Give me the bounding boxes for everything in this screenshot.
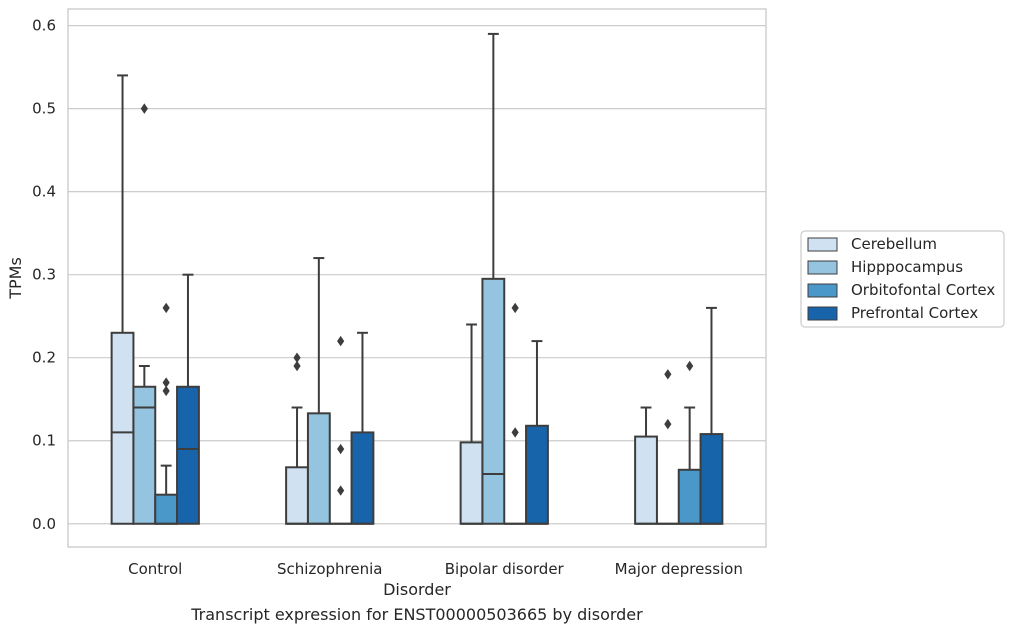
box <box>110 331 135 525</box>
x-axis-label: Disorder <box>383 580 451 599</box>
box-group <box>350 331 375 525</box>
box <box>525 424 549 525</box>
series-prefrontal-cortex <box>176 273 724 525</box>
box-group <box>176 273 200 525</box>
box-group <box>699 306 724 525</box>
outlier-point <box>337 485 345 496</box>
outlier-point <box>337 443 345 455</box>
outlier-point <box>511 302 519 314</box>
legend-swatch <box>807 306 838 321</box>
legend-frame <box>800 230 1005 328</box>
legend: Cerebellum Hipppocampus Orbitofontal Corte… <box>800 230 1005 328</box>
box-group <box>459 323 484 525</box>
box <box>699 433 724 525</box>
outlier-point <box>162 302 170 314</box>
outlier-point <box>293 352 301 363</box>
box-group <box>329 335 352 525</box>
legend-swatch <box>807 237 838 252</box>
y-tick-labels: 0.0 0.1 0.2 0.3 0.4 0.5 0.6 <box>32 17 56 533</box>
legend-label: Hipppocampus <box>851 258 963 276</box>
box <box>634 435 658 525</box>
outlier-point <box>337 335 345 347</box>
series-orbitofontal-cortex <box>154 302 702 525</box>
box-plot-chart: 0.0 0.1 0.2 0.3 0.4 0.5 0.6 Control Schizophreni… <box>6 8 1005 599</box>
outlier-point <box>511 427 519 438</box>
outlier-point <box>162 377 170 388</box>
y-tick-label: 0.1 <box>32 432 56 450</box>
y-tick-label: 0.3 <box>32 266 56 284</box>
y-tick-label: 0.0 <box>32 515 56 533</box>
box-group <box>634 406 658 525</box>
box-group <box>110 74 135 525</box>
box <box>677 468 702 525</box>
box <box>306 412 331 525</box>
box <box>176 385 200 525</box>
box-group <box>677 360 702 525</box>
box-group <box>504 302 527 525</box>
box <box>350 431 375 525</box>
legend-label: Prefrontal Cortex <box>851 304 978 322</box>
box <box>459 441 484 525</box>
box <box>154 493 179 525</box>
x-tick-label: Control <box>128 560 182 578</box>
box <box>481 277 506 525</box>
legend-swatch <box>807 260 838 275</box>
x-tick-label: Major depression <box>615 560 743 578</box>
y-tick-label: 0.6 <box>32 17 56 35</box>
outlier-point <box>664 418 672 430</box>
y-tick-label: 0.2 <box>32 349 56 367</box>
box <box>132 385 157 525</box>
chart-caption: Transcript expression for ENST0000050366… <box>191 605 643 624</box>
series-hipppocampus <box>132 32 679 525</box>
plot-frame <box>67 8 767 548</box>
outlier-point <box>293 360 301 372</box>
legend-label: Orbitofontal Cortex <box>851 281 995 299</box>
outlier-point <box>140 103 148 114</box>
y-tick-label: 0.4 <box>32 183 56 201</box>
outlier-point <box>664 369 672 380</box>
box-group <box>656 369 679 525</box>
x-tick-label: Bipolar disorder <box>445 560 565 578</box>
box-group <box>481 32 506 525</box>
grid-lines <box>68 25 766 525</box>
legend-swatch <box>807 283 838 298</box>
legend-label: Cerebellum <box>851 235 937 253</box>
outlier-point <box>162 385 170 397</box>
box-group <box>285 352 309 525</box>
y-axis-label: TPMs <box>6 257 25 300</box>
box <box>285 466 309 525</box>
x-tick-labels: Control Schizophrenia Bipolar disorder Majo… <box>128 560 743 578</box>
x-tick-label: Schizophrenia <box>277 560 382 578</box>
box-group <box>132 103 157 525</box>
outlier-point <box>686 360 694 372</box>
box-group <box>154 302 179 525</box>
box-group <box>525 340 549 525</box>
box-group <box>306 257 331 525</box>
y-tick-label: 0.5 <box>32 100 56 118</box>
